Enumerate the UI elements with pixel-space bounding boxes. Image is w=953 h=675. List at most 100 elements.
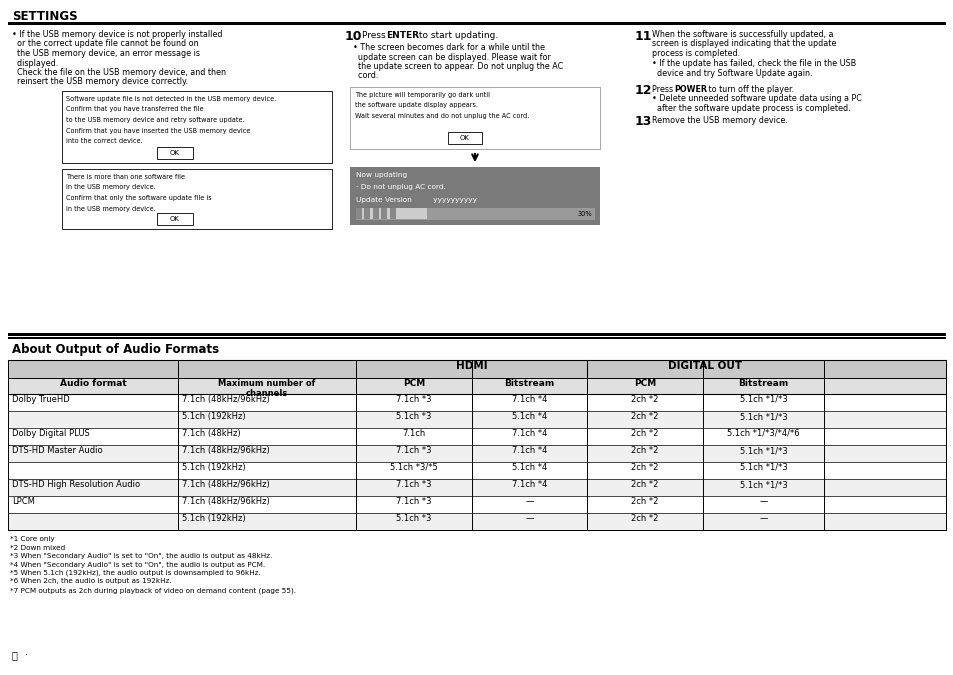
Text: 7.1ch (48kHz/96kHz): 7.1ch (48kHz/96kHz) [182,497,270,506]
Text: The picture will temporarily go dark until: The picture will temporarily go dark unt… [355,92,490,98]
Text: · Do not unplug AC cord.: · Do not unplug AC cord. [355,184,445,190]
Text: 7.1ch (48kHz/96kHz): 7.1ch (48kHz/96kHz) [182,480,270,489]
Bar [390,208,395,219]
Text: *2 Down mixed: *2 Down mixed [10,545,65,551]
Text: in the USB memory device.: in the USB memory device. [66,205,155,211]
Text: 7.1ch *4: 7.1ch *4 [511,446,547,455]
Text: *7 PCM outputs as 2ch during playback of video on demand content (page 55).: *7 PCM outputs as 2ch during playback of… [10,587,295,593]
Text: to turn off the player.: to turn off the player. [705,85,793,94]
Bar [62,91,332,163]
Bar [350,87,599,149]
Text: the software update display appears.: the software update display appears. [355,103,477,109]
Bar [381,208,387,219]
Text: 10: 10 [345,30,362,43]
Text: Now updating: Now updating [355,172,407,178]
Bar [8,411,945,428]
Bar [448,132,481,144]
Bar [355,208,361,219]
Text: 7.1ch (48kHz/96kHz): 7.1ch (48kHz/96kHz) [182,446,270,455]
Text: There is more than one software file: There is more than one software file [66,174,185,180]
Bar [355,208,427,219]
Bar [8,378,945,394]
Text: cord.: cord. [353,72,378,80]
Text: 5.1ch *1/*3/*4/*6: 5.1ch *1/*3/*4/*6 [726,429,799,438]
Text: ENTER: ENTER [386,31,418,40]
Text: 5.1ch (192kHz): 5.1ch (192kHz) [182,514,245,523]
Bar [350,167,599,225]
Text: to the USB memory device and retry software update.: to the USB memory device and retry softw… [66,117,244,123]
Bar [8,462,945,479]
Text: 5.1ch *3: 5.1ch *3 [395,412,432,421]
Text: 7.1ch *4: 7.1ch *4 [511,395,547,404]
Text: ·: · [22,650,28,660]
Text: Audio format: Audio format [59,379,126,388]
Text: in the USB memory device.: in the USB memory device. [66,184,155,190]
Text: Confirm that you have transferred the file: Confirm that you have transferred the fi… [66,107,203,113]
Bar [373,208,378,219]
Bar [8,513,945,530]
Text: 5.1ch *4: 5.1ch *4 [512,463,547,472]
Text: HDMI: HDMI [456,361,487,371]
Bar [157,213,193,225]
Text: 7.1ch *3: 7.1ch *3 [395,497,432,506]
Text: 5.1ch *1/*3: 5.1ch *1/*3 [739,395,786,404]
Text: 30%: 30% [577,211,592,217]
Bar [8,445,945,462]
Text: into the correct device.: into the correct device. [66,138,143,144]
Text: Confirm that you have inserted the USB memory device: Confirm that you have inserted the USB m… [66,128,250,134]
Text: POWER: POWER [673,85,706,94]
Text: 7.1ch *3: 7.1ch *3 [395,446,432,455]
Text: *1 Core only: *1 Core only [10,536,54,542]
Text: or the correct update file cannot be found on: or the correct update file cannot be fou… [12,40,198,49]
Text: 5.1ch *1/*3: 5.1ch *1/*3 [739,412,786,421]
Text: About Output of Audio Formats: About Output of Audio Formats [12,343,219,356]
Text: *6 When 2ch, the audio is output as 192kHz.: *6 When 2ch, the audio is output as 192k… [10,578,172,585]
Text: Confirm that only the software update file is: Confirm that only the software update fi… [66,195,212,201]
Text: —: — [525,497,533,506]
Bar [8,394,945,411]
Text: OK: OK [459,135,470,141]
Text: —: — [759,514,767,523]
Text: 7.1ch (48kHz): 7.1ch (48kHz) [182,429,240,438]
Text: update screen can be displayed. Please wait for: update screen can be displayed. Please w… [353,53,550,61]
Text: • If the USB memory device is not properly installed: • If the USB memory device is not proper… [12,30,222,39]
Text: reinsert the USB memory device correctly.: reinsert the USB memory device correctly… [12,78,188,86]
Text: 7.1ch *4: 7.1ch *4 [511,429,547,438]
Text: Update Version         yyyyyyyyyy: Update Version yyyyyyyyyy [355,197,476,203]
Bar [8,428,945,445]
Bar [8,360,945,378]
Text: • The screen becomes dark for a while until the: • The screen becomes dark for a while un… [353,43,544,52]
Text: DIGITAL OUT: DIGITAL OUT [668,361,741,371]
Text: 5.1ch *1/*3: 5.1ch *1/*3 [739,446,786,455]
Text: 7.1ch *3: 7.1ch *3 [395,480,432,489]
Text: 13: 13 [635,115,652,128]
Text: *5 When 5.1ch (192kHz), the audio output is downsampled to 96kHz.: *5 When 5.1ch (192kHz), the audio output… [10,570,260,576]
Text: Dolby TrueHD: Dolby TrueHD [12,395,70,404]
Text: Check the file on the USB memory device, and then: Check the file on the USB memory device,… [12,68,226,77]
Bar [8,360,945,530]
Text: process is completed.: process is completed. [651,49,740,58]
Text: *3 When "Secondary Audio" is set to "On", the audio is output as 48kHz.: *3 When "Secondary Audio" is set to "On"… [10,553,272,559]
Text: LPCM: LPCM [12,497,35,506]
Text: 2ch *2: 2ch *2 [631,463,658,472]
Text: screen is displayed indicating that the update: screen is displayed indicating that the … [651,40,836,49]
Text: Bitstream: Bitstream [504,379,554,388]
Text: 5.1ch (192kHz): 5.1ch (192kHz) [182,463,245,472]
Text: OK: OK [170,150,180,156]
Text: 7.1ch *4: 7.1ch *4 [511,480,547,489]
Bar [8,496,945,513]
Text: the update screen to appear. Do not unplug the AC: the update screen to appear. Do not unpl… [353,62,562,71]
Bar [8,479,945,496]
Bar [364,208,370,219]
Text: device and try Software Update again.: device and try Software Update again. [657,69,812,78]
Bar [157,147,193,159]
Text: PCM: PCM [402,379,425,388]
Text: Software update file is not detected in the USB memory device.: Software update file is not detected in … [66,96,276,102]
Text: 2ch *2: 2ch *2 [631,514,658,523]
Text: 5.1ch *3/*5: 5.1ch *3/*5 [390,463,437,472]
Text: Ⓔ: Ⓔ [12,650,18,660]
Text: • If the update has failed, check the file in the USB: • If the update has failed, check the fi… [651,59,856,68]
Text: Wait several minutes and do not unplug the AC cord.: Wait several minutes and do not unplug t… [355,113,529,119]
Text: 2ch *2: 2ch *2 [631,497,658,506]
Text: displayed.: displayed. [12,59,58,68]
